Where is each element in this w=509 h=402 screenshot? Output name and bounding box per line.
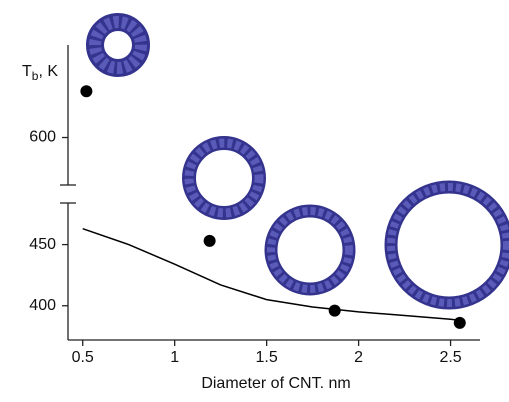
y-tick-label: 450 xyxy=(29,236,56,253)
x-tick-label: 1 xyxy=(170,349,179,366)
x-axis-label: Diameter of CNT. nm xyxy=(201,375,350,392)
y-tick-label: 600 xyxy=(29,129,56,146)
data-point xyxy=(80,85,92,97)
y-axis-label: Tb, K xyxy=(22,63,58,83)
nanotube-ring-beads xyxy=(189,143,259,213)
nanotube-images xyxy=(95,22,507,303)
x-tick-label: 2 xyxy=(354,349,363,366)
data-point xyxy=(204,235,216,247)
data-point xyxy=(329,305,341,317)
x-tick-label: 2.5 xyxy=(439,349,461,366)
y-label-main: T xyxy=(22,63,32,80)
y-tick-label: 400 xyxy=(29,297,56,314)
y-label-rest: , K xyxy=(38,63,58,80)
x-tick-label: 0.5 xyxy=(72,349,94,366)
chart: Tb, K Diameter of CNT. nm 0.5 1 1.5 2 2.5 400… xyxy=(0,0,509,402)
data-point xyxy=(454,317,466,329)
x-tick-label: 1.5 xyxy=(256,349,278,366)
